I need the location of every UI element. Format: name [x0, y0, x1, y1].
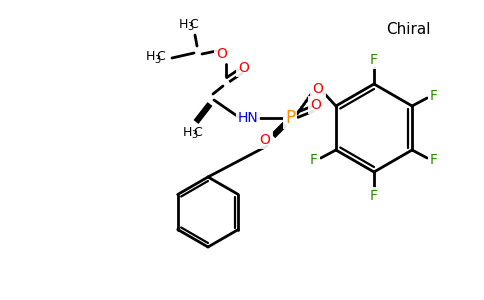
Text: F: F — [310, 153, 318, 167]
Text: F: F — [430, 153, 438, 167]
Text: F: F — [370, 53, 378, 67]
Text: H: H — [145, 50, 155, 64]
Text: F: F — [430, 89, 438, 103]
Text: H: H — [182, 125, 192, 139]
Text: C: C — [194, 125, 202, 139]
Text: C: C — [190, 17, 198, 31]
Text: C: C — [157, 50, 166, 64]
Text: O: O — [259, 133, 271, 147]
Text: P: P — [285, 109, 295, 127]
Text: Chiral: Chiral — [386, 22, 430, 38]
Text: O: O — [239, 61, 249, 75]
Text: 3: 3 — [154, 55, 160, 65]
Text: O: O — [313, 82, 323, 96]
Text: 3: 3 — [187, 22, 193, 32]
Text: O: O — [216, 47, 227, 61]
Text: O: O — [311, 98, 321, 112]
Text: HN: HN — [238, 111, 258, 125]
Text: 3: 3 — [191, 130, 197, 140]
Text: H: H — [178, 17, 188, 31]
Text: F: F — [370, 189, 378, 203]
